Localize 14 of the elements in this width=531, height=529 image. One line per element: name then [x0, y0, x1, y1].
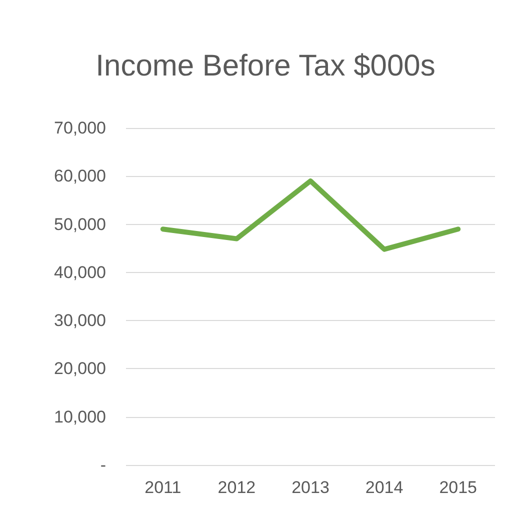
- y-tick-label: 70,000: [54, 118, 106, 138]
- y-tick-label: 40,000: [54, 262, 106, 282]
- y-tick-label: 20,000: [54, 359, 106, 378]
- y-tick-label: 10,000: [54, 407, 106, 426]
- x-tick-label: 2012: [218, 478, 256, 497]
- chart-title: Income Before Tax $000s: [96, 50, 436, 82]
- x-tick-label: 2014: [365, 478, 404, 497]
- y-tick-label: -: [100, 456, 106, 474]
- y-tick-label: 30,000: [54, 311, 106, 330]
- x-tick-label: 2011: [144, 478, 182, 497]
- y-tick-label: 60,000: [54, 166, 106, 186]
- x-tick-label: 2015: [439, 478, 478, 497]
- x-tick-label: 2013: [292, 478, 330, 497]
- y-tick-label: 50,000: [54, 214, 106, 234]
